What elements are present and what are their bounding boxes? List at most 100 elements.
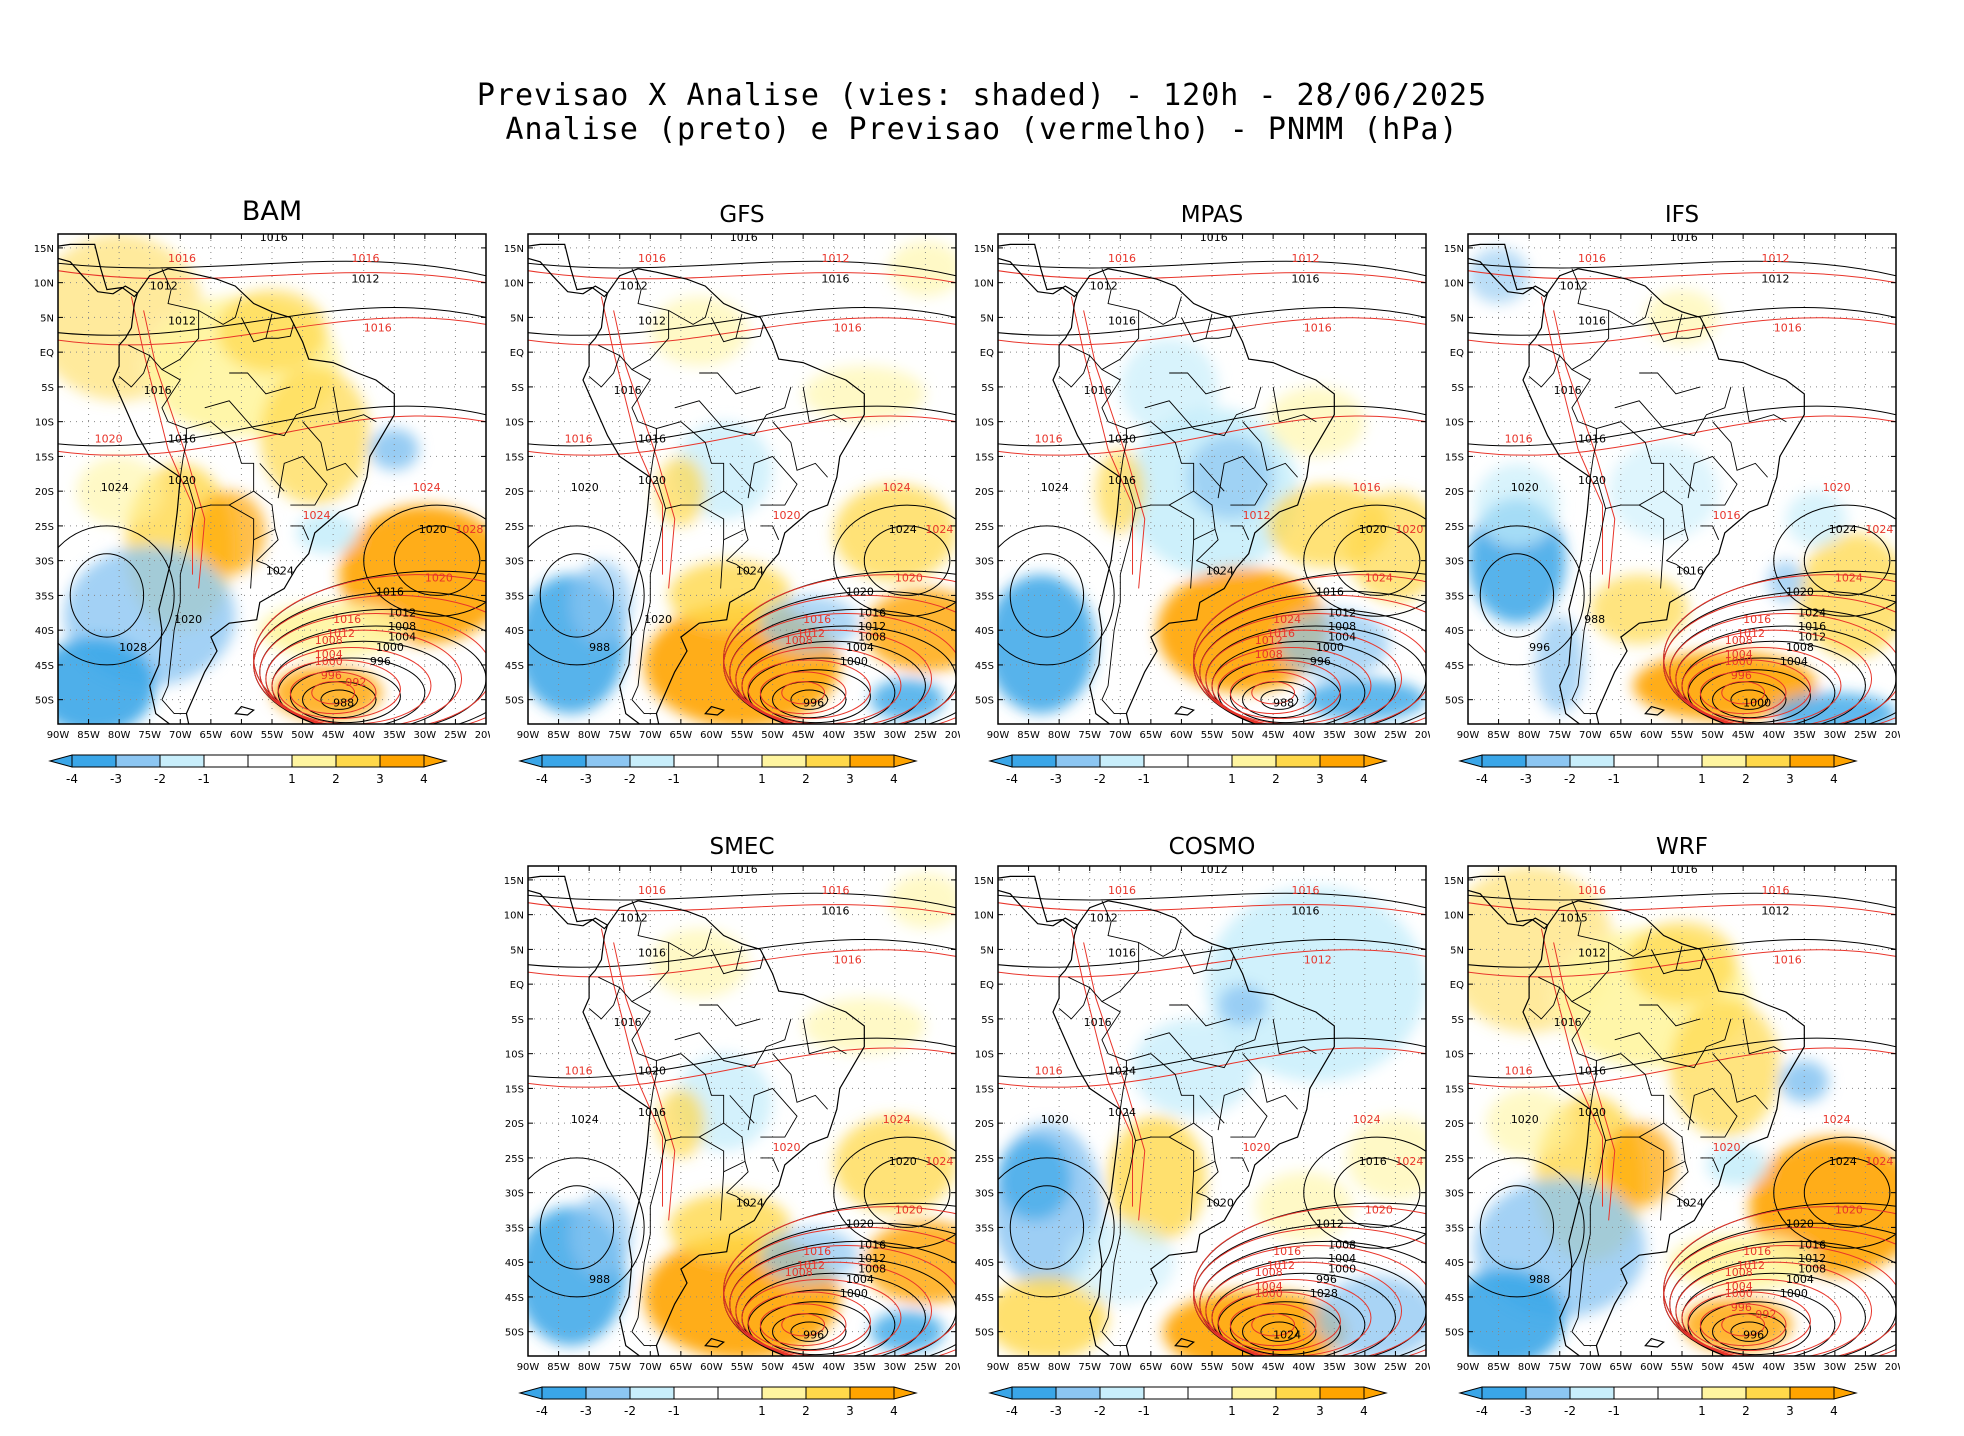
colorbar-label: 3	[1316, 1404, 1324, 1418]
colorbar-label: -1	[668, 772, 680, 786]
label-analysis: 1016	[1798, 620, 1826, 633]
label-analysis: 1012	[1578, 946, 1606, 959]
colorbar-label: -2	[624, 1404, 636, 1418]
colorbar-label: 2	[332, 772, 340, 786]
map-ifs: 1016101210121016101610161020102010161024…	[1444, 231, 1900, 786]
lat-tick-label: 10N	[974, 279, 994, 290]
colorbar-segment	[1789, 1386, 1835, 1400]
lon-tick-label: 85W	[547, 730, 570, 741]
isobar-forecast	[277, 659, 401, 719]
label-forecast: 1012	[797, 1259, 825, 1272]
lon-tick-label: 75W	[608, 1362, 631, 1373]
lat-tick-label: 15S	[35, 452, 54, 463]
label-analysis: 1020	[419, 523, 447, 536]
lat-tick-label: 10S	[505, 1050, 524, 1061]
lat-tick-label: 50S	[505, 1328, 524, 1339]
colorbar-label: 1	[1228, 1404, 1236, 1418]
lat-tick-label: 25S	[1445, 522, 1464, 533]
colorbar-segment	[1657, 1386, 1703, 1400]
label-analysis: 1020	[1511, 1113, 1539, 1126]
bias-blob	[864, 588, 956, 672]
colorbar: -4 -3 -2 -1 1 2 3 4	[988, 1386, 1388, 1418]
label-forecast: 1004	[1725, 1280, 1753, 1293]
lat-tick-label: 10S	[1445, 1050, 1464, 1061]
lat-tick-label: 45S	[975, 661, 994, 672]
lon-tick-label: 90W	[987, 1362, 1010, 1373]
label-analysis: 1008	[1328, 620, 1356, 633]
label-analysis: 1016	[376, 585, 404, 598]
bias-blob	[1486, 1088, 1572, 1158]
isobar-forecast	[723, 594, 956, 724]
lon-tick-label: 25W	[1854, 730, 1877, 741]
label-forecast: 1016	[565, 1065, 593, 1078]
colorbar-segment	[1569, 754, 1615, 768]
lon-tick-label: 20W	[1885, 730, 1900, 741]
colorbar-segment	[585, 754, 631, 768]
lon-tick-label: 30W	[414, 730, 437, 741]
lon-tick-label: 55W	[1671, 730, 1694, 741]
label-analysis: 1016	[1554, 1016, 1582, 1029]
colorbar-label: 4	[1830, 1404, 1838, 1418]
bias-blob	[1779, 1060, 1829, 1103]
lon-tick-label: 35W	[1323, 1362, 1346, 1373]
label-forecast: 1024	[1395, 1155, 1423, 1168]
colorbar-label: -4	[1006, 1404, 1018, 1418]
label-analysis: 1016	[614, 1016, 642, 1029]
label-analysis: 1016	[614, 384, 642, 397]
bias-blob	[1218, 984, 1268, 1026]
panel-cosmo: COSMO 1012 1016 1012 1016 1016 1024 1024 1020 102…	[960, 834, 1430, 1434]
lat-tick-label: 20S	[1445, 487, 1464, 498]
label-analysis: 1008	[1328, 1238, 1356, 1251]
lat-tick-label: 30S	[1445, 557, 1464, 568]
isobar-labels: 1016101610121012101610161020102010241024…	[565, 234, 954, 710]
colorbar-label: -3	[580, 772, 592, 786]
label-analysis: 996	[803, 1329, 824, 1342]
label-forecast: 1008	[1255, 1266, 1283, 1279]
label-analysis: 1016	[1798, 1238, 1826, 1251]
forecast-isobars	[58, 270, 486, 724]
panel-smec: SMEC 1016 1016 1012 1016 1016 1020 1016 1024 1024…	[490, 834, 960, 1434]
colorbar-segment	[849, 1386, 895, 1400]
lon-tick-label: 65W	[1610, 730, 1633, 741]
bias-blob	[1468, 1269, 1566, 1356]
lon-tick-label: 35W	[1793, 730, 1816, 741]
lon-tick-label: 25W	[914, 730, 937, 741]
label-analysis: 1016	[1670, 231, 1698, 244]
colorbar-label: -1	[668, 1404, 680, 1418]
label-forecast: 1020	[1823, 481, 1851, 494]
isobar-analysis	[1260, 689, 1299, 710]
bias-blob	[1468, 247, 1530, 304]
isobar-forecast	[1721, 1313, 1766, 1337]
colorbar-label: -3	[580, 1404, 592, 1418]
label-analysis: 1024	[736, 1197, 764, 1210]
lon-tick-label: 50W	[761, 1362, 784, 1373]
label-analysis: 1012	[858, 1252, 886, 1265]
label-forecast: 1016	[1713, 509, 1741, 522]
label-forecast: 1016	[834, 953, 862, 966]
bias-blob	[656, 456, 706, 526]
colorbar-label: 2	[1272, 1404, 1280, 1418]
colorbar: -4 -3 -2 -1 1 2 3 4	[518, 754, 918, 786]
label-forecast: 1012	[1761, 252, 1789, 265]
label-analysis: 1020	[889, 1155, 917, 1168]
bias-blob	[1773, 692, 1896, 724]
lat-tick-label: 5N	[510, 313, 524, 324]
label-analysis: 1004	[846, 1273, 874, 1286]
axes: 15N 10N 5N EQ 5S 10S 15S 20S 25S 30S 35S 40S 45S 50S 9…	[974, 244, 1430, 741]
label-forecast: 1024	[413, 481, 441, 494]
lon-tick-label: 55W	[1201, 730, 1224, 741]
lon-tick-label: 50W	[1231, 1362, 1254, 1373]
isobar-analysis	[998, 525, 1115, 666]
label-analysis: 1008	[388, 620, 416, 633]
isobar-forecast	[1663, 1206, 1896, 1356]
colorbar: -4 -3 -2 -1 1 2 3 4	[988, 754, 1388, 786]
label-forecast: 1020	[95, 433, 123, 446]
colorbar-label: -1	[1138, 772, 1150, 786]
label-forecast: 1016	[565, 433, 593, 446]
label-analysis: 1008	[1798, 1263, 1826, 1276]
label-analysis: 996	[803, 697, 824, 710]
label-analysis: 1016	[1676, 565, 1704, 578]
bias-blob	[1132, 1018, 1255, 1117]
bias-blob	[870, 1310, 944, 1353]
colorbar: -4 -3 -2 -1 1 2 3 4	[1458, 1386, 1858, 1418]
